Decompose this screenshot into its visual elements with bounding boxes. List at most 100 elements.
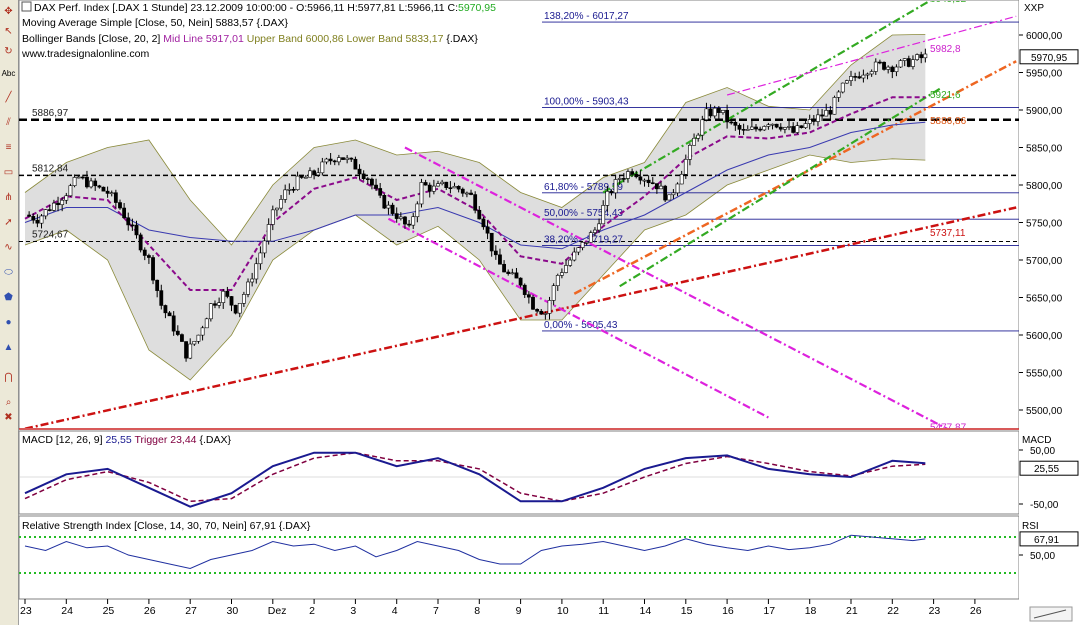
candle [617,178,622,180]
date-axis-label: 26 [144,605,156,617]
candle [692,137,696,146]
candle [762,126,767,131]
candle [783,127,787,130]
text-tool-button[interactable]: Abc [1,69,16,78]
arrow-icon[interactable]: ➚ [4,217,13,228]
candle [836,91,841,98]
candle [370,178,374,186]
candle [601,205,606,225]
candle [138,234,143,251]
candle [225,290,230,297]
candle [64,195,69,201]
candle [543,313,548,315]
candle [535,309,540,312]
price-axis-label: 5900,00 [1026,106,1063,117]
candle [184,341,188,359]
candle [200,327,205,336]
candle [465,192,469,195]
macd-axis-label: 50,00 [1030,446,1055,457]
candle [163,305,168,314]
candle [299,175,304,178]
candle [568,259,573,266]
date-axis-label: 10 [557,605,569,617]
magnet-icon[interactable]: ⋂ [4,372,13,383]
candle [506,271,511,274]
cycle-icon[interactable]: ∿ [4,242,13,253]
candle [328,158,333,162]
current-rsi-box [1019,531,1079,547]
fibonacci-icon[interactable]: ≡ [5,142,12,153]
candle [452,186,457,189]
candle [287,189,292,191]
candle [221,290,226,303]
price-axis-label: 5600,00 [1026,331,1063,342]
candle [266,224,271,242]
candle [407,223,411,226]
candle [27,214,32,217]
candle [832,97,837,115]
candle [654,183,659,190]
reload-icon[interactable]: ↻ [4,46,13,57]
triangle-icon[interactable]: ▲ [3,342,14,353]
price-axis-label: 5950,00 [1026,69,1063,80]
candle [683,159,688,175]
candle [436,183,440,187]
channel-value-label: 5477,87 [930,423,967,434]
polygon-icon[interactable]: ⬟ [4,292,13,303]
candle [679,173,684,185]
date-axis-label: 23 [20,605,32,617]
website-link[interactable]: www.tradesignalonline.com [21,48,149,60]
candle [246,281,250,295]
trend-channel-icon[interactable]: ⫽ [6,117,11,128]
fib-level-label: 50,00% - 5754,43 [544,208,623,219]
line-tool-icon[interactable]: ╱ [5,92,12,103]
rsi-legend: Relative Strength Index [Close, 14, 30, … [22,520,311,532]
candle [712,107,717,117]
candle [378,188,383,196]
candle [531,296,535,310]
zoom-icon[interactable]: ⌕ [5,397,12,408]
candle [626,171,630,179]
candle [741,129,746,131]
candle [448,187,453,189]
date-axis-label: Dez [268,605,287,617]
move-icon[interactable]: ✥ [4,6,13,17]
checkbox-icon[interactable] [21,1,32,12]
candle [716,107,721,113]
candle [811,119,816,122]
candle [440,181,445,184]
candle [791,126,796,133]
fib-level-label: 0,00% - 5605,43 [544,320,618,331]
candle [518,277,523,286]
candle [35,219,40,224]
candle [890,66,895,73]
ellipse-icon[interactable]: ⬭ [4,267,13,278]
circle-icon[interactable]: ● [5,317,12,328]
date-axis-label: 25 [103,605,115,617]
rectangle-icon[interactable]: ▭ [3,167,14,178]
candle [873,61,878,72]
candle [204,318,209,329]
red-support-trendline [24,206,1017,428]
candle [233,304,238,314]
candle [415,203,420,218]
support-level-label: 5812,84 [32,163,69,174]
candle [857,76,862,79]
green-channel-upper [602,1,932,194]
pitchfork-icon[interactable]: ⋔ [4,192,13,203]
candle [824,110,829,117]
candle [696,134,701,139]
candle [229,296,234,306]
candle [254,263,259,280]
scroll-handle[interactable] [1029,606,1073,622]
pointer-icon[interactable]: ↖ [4,26,13,37]
candle [675,183,680,194]
candle [745,128,750,131]
candle [411,216,416,226]
current-macd-box [1019,460,1079,476]
candle [349,157,354,160]
candle [89,180,93,188]
delete-icon[interactable]: ✖ [4,412,13,423]
macd-axis-title: MACD [1022,435,1051,446]
candle [250,278,255,283]
